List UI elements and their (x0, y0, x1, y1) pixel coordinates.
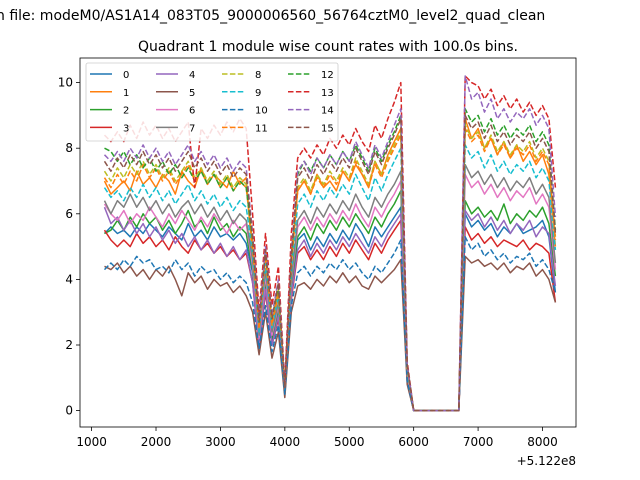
legend-label-13: 13 (321, 88, 334, 99)
x-axis: 1000 2000 3000 4000 5000 6000 7000 8000 (76, 427, 558, 449)
x-tick-label: 2000 (141, 435, 172, 449)
y-tick-label: 2 (65, 338, 73, 352)
legend-label-5: 5 (189, 88, 195, 99)
legend-label-2: 2 (123, 106, 129, 117)
y-axis: 0 2 4 6 8 10 (58, 76, 80, 418)
legend-label-11: 11 (255, 123, 268, 134)
legend-label-12: 12 (321, 70, 334, 81)
x-tick-label: 5000 (334, 435, 365, 449)
x-tick-label: 1000 (76, 435, 107, 449)
legend-label-10: 10 (255, 106, 268, 117)
series-line-6 (103, 173, 557, 412)
legend-label-4: 4 (189, 70, 195, 81)
x-tick-label: 6000 (398, 435, 429, 449)
y-tick-label: 10 (58, 76, 73, 90)
legend-label-9: 9 (255, 88, 261, 99)
series-line-12 (104, 108, 557, 412)
legend-label-15: 15 (321, 123, 334, 134)
series-line-1 (103, 117, 557, 412)
figure-suptitle: n file: modeM0/AS1A14_083T05_9000006560_… (0, 8, 545, 24)
plot-frame (79, 57, 577, 428)
x-tick-label: 3000 (205, 435, 236, 449)
series-line-15 (103, 114, 557, 412)
y-tick-label: 8 (65, 141, 73, 155)
x-offset-label: +5.122e8 (517, 454, 576, 468)
series-layer (103, 75, 557, 412)
series-line-9 (103, 144, 557, 412)
series-line-4 (103, 206, 557, 412)
series-line-7 (103, 163, 557, 412)
series-line-8 (103, 124, 557, 412)
y-tick-label: 0 (65, 404, 73, 418)
legend-label-3: 3 (123, 123, 129, 134)
legend-box (85, 62, 339, 142)
series-line-5 (104, 255, 557, 412)
series-line-2 (104, 190, 557, 412)
series-line-3 (103, 219, 557, 412)
x-tick-label: 4000 (270, 435, 301, 449)
legend-label-0: 0 (123, 70, 129, 81)
legend-label-1: 1 (123, 88, 129, 99)
chart-title: Quadrant 1 module wise count rates with … (138, 39, 518, 55)
legend-label-8: 8 (255, 70, 261, 81)
legend-label-6: 6 (189, 106, 195, 117)
series-line-14 (103, 75, 557, 412)
y-tick-label: 4 (65, 272, 73, 286)
legend-label-7: 7 (189, 123, 195, 134)
legend-label-14: 14 (321, 106, 334, 117)
y-tick-label: 6 (65, 207, 73, 221)
series-line-10 (103, 236, 557, 412)
x-tick-label: 7000 (463, 435, 494, 449)
x-tick-label: 8000 (527, 435, 558, 449)
